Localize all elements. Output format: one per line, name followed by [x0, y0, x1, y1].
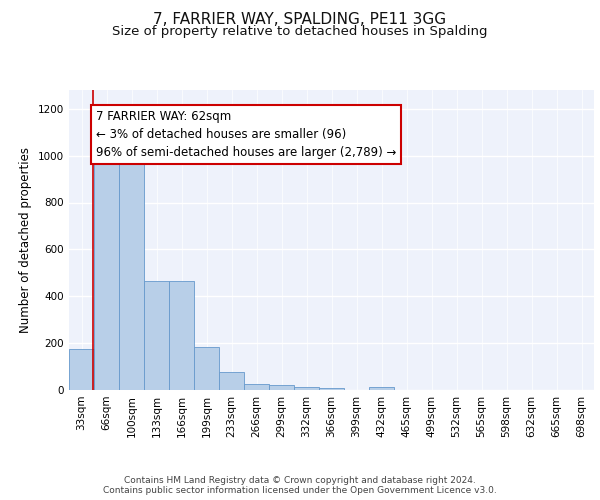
Text: 7, FARRIER WAY, SPALDING, PE11 3GG: 7, FARRIER WAY, SPALDING, PE11 3GG: [154, 12, 446, 28]
Bar: [269, 386, 294, 390]
Bar: [169, 281, 194, 390]
Text: 7 FARRIER WAY: 62sqm
← 3% of detached houses are smaller (96)
96% of semi-detach: 7 FARRIER WAY: 62sqm ← 3% of detached ho…: [96, 110, 397, 159]
Bar: [294, 387, 319, 390]
Bar: [94, 162, 119, 390]
Bar: [119, 156, 144, 390]
Bar: [319, 388, 344, 390]
Y-axis label: Number of detached properties: Number of detached properties: [19, 147, 32, 333]
Bar: [194, 346, 219, 390]
Bar: [144, 281, 169, 390]
Bar: [369, 387, 394, 390]
Text: Contains HM Land Registry data © Crown copyright and database right 2024.
Contai: Contains HM Land Registry data © Crown c…: [103, 476, 497, 495]
Text: Size of property relative to detached houses in Spalding: Size of property relative to detached ho…: [112, 25, 488, 38]
Bar: [69, 349, 94, 390]
Bar: [244, 384, 269, 390]
Bar: [219, 372, 244, 390]
